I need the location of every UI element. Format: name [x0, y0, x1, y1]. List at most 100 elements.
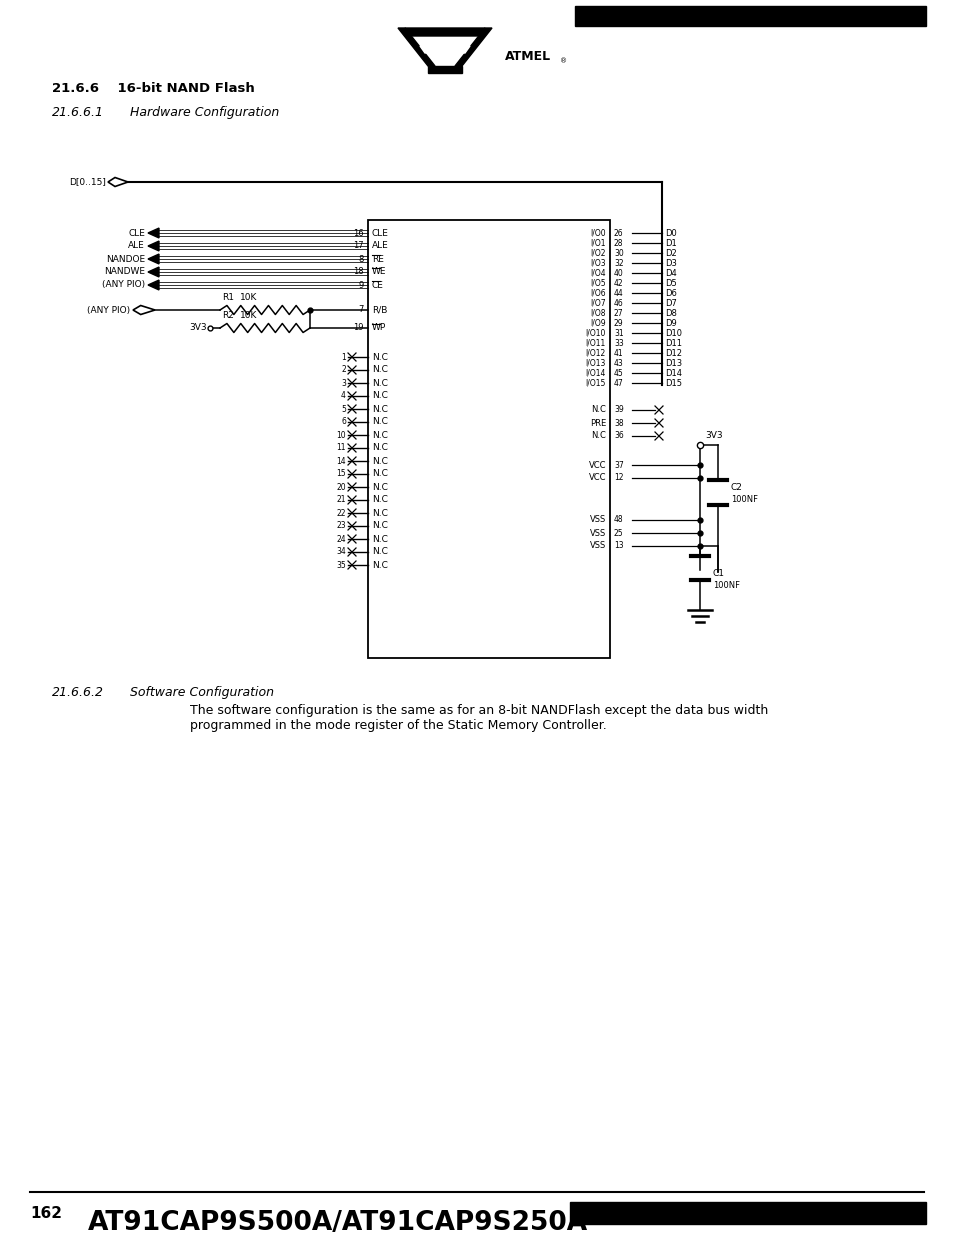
Text: D9: D9	[664, 319, 676, 327]
Polygon shape	[132, 305, 154, 315]
Text: 1: 1	[341, 352, 346, 362]
Text: D6: D6	[664, 289, 677, 298]
Text: VSS: VSS	[589, 515, 605, 525]
Text: VSS: VSS	[589, 541, 605, 551]
Bar	[368, 220, 609, 658]
Text: 19: 19	[354, 324, 364, 332]
Text: 32: 32	[614, 258, 623, 268]
Text: 9: 9	[358, 280, 364, 289]
Text: I/O5: I/O5	[590, 279, 605, 288]
Text: ALE: ALE	[128, 242, 145, 251]
Text: 38: 38	[614, 419, 623, 427]
Text: D14: D14	[664, 368, 681, 378]
Text: (ANY PIO): (ANY PIO)	[87, 305, 130, 315]
Text: 8: 8	[358, 254, 364, 263]
Text: 25: 25	[614, 529, 623, 537]
Text: 35: 35	[335, 561, 346, 569]
Text: D10: D10	[664, 329, 681, 337]
Text: 33: 33	[614, 338, 623, 347]
Bar	[575, 6, 925, 26]
Text: I/O15: I/O15	[585, 378, 605, 388]
Text: I/O7: I/O7	[590, 299, 605, 308]
Text: N.C: N.C	[372, 405, 388, 414]
Text: NANDWE: NANDWE	[104, 268, 145, 277]
Text: 10K: 10K	[240, 311, 257, 320]
Text: 21.6.6    16-bit NAND Flash: 21.6.6 16-bit NAND Flash	[52, 82, 254, 95]
Text: 27: 27	[614, 309, 623, 317]
Text: I/O9: I/O9	[590, 319, 605, 327]
Text: D13: D13	[664, 358, 681, 368]
Text: I/O3: I/O3	[590, 258, 605, 268]
Text: 44: 44	[614, 289, 623, 298]
Text: 4: 4	[341, 391, 346, 400]
Text: 10: 10	[336, 431, 346, 440]
Polygon shape	[428, 65, 461, 73]
Text: 42: 42	[614, 279, 623, 288]
Polygon shape	[148, 228, 159, 238]
Text: VCC: VCC	[588, 473, 605, 483]
Text: 45: 45	[614, 368, 623, 378]
Text: WE: WE	[372, 268, 386, 277]
Text: 3V3: 3V3	[190, 324, 207, 332]
Text: D7: D7	[664, 299, 677, 308]
Text: C2: C2	[730, 483, 742, 492]
Text: 23: 23	[336, 521, 346, 531]
Polygon shape	[148, 267, 159, 277]
Text: N.C: N.C	[372, 352, 388, 362]
Polygon shape	[148, 241, 159, 251]
Text: 3V3: 3V3	[704, 431, 721, 440]
Text: 13: 13	[614, 541, 623, 551]
Text: D11: D11	[664, 338, 681, 347]
Text: CLE: CLE	[372, 228, 389, 237]
Polygon shape	[397, 28, 435, 65]
Text: N.C: N.C	[372, 521, 388, 531]
Text: ®: ®	[559, 58, 566, 64]
Text: 7: 7	[358, 305, 364, 315]
Text: CE: CE	[372, 280, 383, 289]
Text: N.C: N.C	[372, 366, 388, 374]
Text: I/O10: I/O10	[585, 329, 605, 337]
Text: N.C: N.C	[372, 443, 388, 452]
Text: D8: D8	[664, 309, 677, 317]
Polygon shape	[455, 28, 492, 65]
Text: N.C: N.C	[372, 391, 388, 400]
Text: 41: 41	[614, 348, 623, 357]
Text: Software Configuration: Software Configuration	[130, 685, 274, 699]
Text: N.C: N.C	[372, 547, 388, 557]
Text: 43: 43	[614, 358, 623, 368]
Text: N.C: N.C	[372, 457, 388, 466]
Text: 21.6.6.1: 21.6.6.1	[52, 106, 104, 119]
Text: 24: 24	[336, 535, 346, 543]
Text: programmed in the mode register of the Static Memory Controller.: programmed in the mode register of the S…	[190, 719, 606, 732]
Text: ATMEL: ATMEL	[504, 49, 551, 63]
Text: I/O1: I/O1	[590, 238, 605, 247]
Text: D1: D1	[664, 238, 676, 247]
Text: 11: 11	[336, 443, 346, 452]
Text: 22: 22	[336, 509, 346, 517]
Text: C1: C1	[712, 568, 724, 578]
Text: 3: 3	[341, 378, 346, 388]
Polygon shape	[108, 178, 128, 186]
Text: I/O8: I/O8	[590, 309, 605, 317]
Text: N.C: N.C	[372, 509, 388, 517]
Text: 21: 21	[336, 495, 346, 505]
Text: N.C: N.C	[372, 561, 388, 569]
Text: 14: 14	[336, 457, 346, 466]
Text: The software configuration is the same as for an 8-bit NANDFlash except the data: The software configuration is the same a…	[190, 704, 767, 718]
Text: D12: D12	[664, 348, 681, 357]
Text: VCC: VCC	[588, 461, 605, 469]
Text: 100NF: 100NF	[730, 494, 758, 504]
Text: I/O4: I/O4	[590, 268, 605, 278]
Text: D3: D3	[664, 258, 677, 268]
Text: I/O12: I/O12	[585, 348, 605, 357]
Text: PRE: PRE	[589, 419, 605, 427]
Polygon shape	[405, 28, 484, 36]
Text: VSS: VSS	[589, 529, 605, 537]
Text: N.C: N.C	[591, 405, 605, 415]
Text: 2: 2	[341, 366, 346, 374]
Text: D15: D15	[664, 378, 681, 388]
Text: 28: 28	[614, 238, 623, 247]
Text: 10K: 10K	[240, 293, 257, 303]
Text: 162: 162	[30, 1207, 62, 1221]
Text: I/O2: I/O2	[590, 248, 605, 258]
